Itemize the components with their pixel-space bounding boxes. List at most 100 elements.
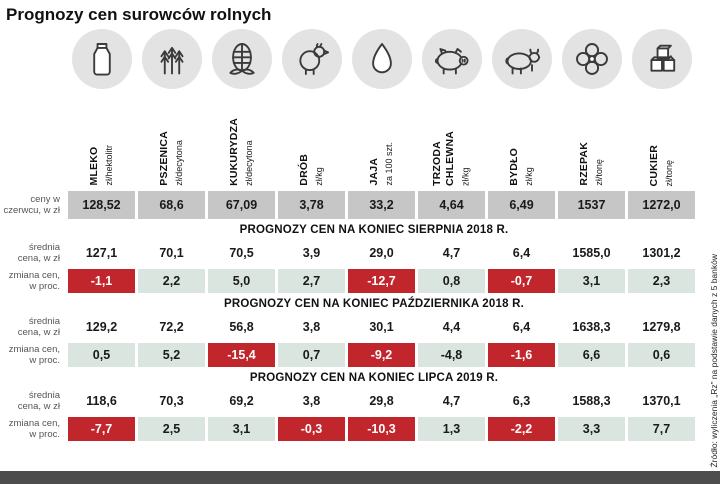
change-cell: 1,3 [418,417,485,441]
egg-icon [371,43,392,74]
row-label-price: średnia cena, w zł [17,315,60,338]
commodity-name: CUKIER [648,144,661,186]
section-header-october: PROGNOZY CEN NA KONIEC PAŹDZIERNIKA 2018… [224,298,524,310]
price-cell: 70,1 [138,241,205,265]
june-price-cell: 6,49 [488,191,555,219]
commodity-name: KUKURYDZA [228,118,241,186]
price-cell: 29,0 [348,241,415,265]
icon-circle [631,29,692,89]
commodity-name: TRZODA CHLEWNA [431,130,457,186]
price-cell: 1279,8 [628,315,695,339]
june-price-cell: 128,52 [68,191,135,219]
june-price-cell: 1537 [558,191,625,219]
column-header: CUKIER zł/tonę [628,29,695,186]
price-cell: 70,5 [208,241,275,265]
row-label-change: zmiana cen, w proc. [8,343,60,366]
change-row-august: zmiana cen, w proc. -1,1 2,2 5,0 2,7 -12,7 0,… [3,269,695,293]
commodity-name: JAJA [368,158,381,186]
price-cell: 30,1 [348,315,415,339]
change-cell: 0,8 [418,269,485,293]
price-cell: 70,3 [138,389,205,413]
price-cell: 1638,3 [558,315,625,339]
change-row-july2019: zmiana cen, w proc. -7,7 2,5 3,1 -0,3 -10,3 1… [3,417,695,441]
june-price-cell: 3,78 [278,191,345,219]
commodity-unit: za 100 szt. [384,142,395,186]
june-price-cell: 33,2 [348,191,415,219]
source-note: Źródło: wyliczenia „Rz” na podstawie dan… [709,254,719,468]
commodity-name: BYDŁO [508,148,521,186]
icon-circle [421,29,482,89]
price-row-august: średnia cena, w zł 127,1 70,1 70,5 3,9 29,0 4… [3,241,695,265]
icon-circle [561,29,622,89]
change-cell: -4,8 [418,343,485,367]
icon-circle [71,29,132,89]
column-header: DRÓB zł/kg [278,29,345,186]
section-header-july2019: PROGNOZY CEN NA KONIEC LIPCA 2019 R. [249,372,499,384]
icon-circle [281,29,342,89]
commodity-unit: zł/decytona [174,140,185,186]
price-cell: 72,2 [138,315,205,339]
change-cell: 6,6 [558,343,625,367]
change-cell: -9,2 [348,343,415,367]
price-cell: 6,3 [488,389,555,413]
forecast-table: MLEKO zł/hektolitr PSZENICA zł/decytona KUKU… [3,29,695,441]
price-row-july2019: średnia cena, w zł 118,6 70,3 69,2 3,8 29,8 4… [3,389,695,413]
price-cell: 56,8 [208,315,275,339]
rapeseed-flower-icon [575,43,608,75]
price-cell: 1588,3 [558,389,625,413]
change-cell: 5,2 [138,343,205,367]
commodity-name: PSZENICA [158,131,171,186]
pig-icon [434,48,468,75]
change-cell: 0,7 [278,343,345,367]
section-header-august: PROGNOZY CEN NA KONIEC SIERPNIA 2018 R. [239,224,509,236]
column-header: JAJA za 100 szt. [348,29,415,186]
price-cell: 69,2 [208,389,275,413]
change-cell: -12,7 [348,269,415,293]
change-cell: 7,7 [628,417,695,441]
price-cell: 1585,0 [558,241,625,265]
change-cell: -7,7 [68,417,135,441]
price-cell: 1301,2 [628,241,695,265]
price-cell: 129,2 [68,315,135,339]
column-header: TRZODA CHLEWNA zł/kg [418,29,485,186]
price-cell: 3,8 [278,389,345,413]
row-label-price: średnia cena, w zł [17,241,60,264]
icon-circle [491,29,552,89]
june-price-cell: 4,64 [418,191,485,219]
price-cell: 29,8 [348,389,415,413]
wheat-icon [160,46,183,75]
change-cell: -15,4 [208,343,275,367]
price-cell: 127,1 [68,241,135,265]
change-cell: 2,3 [628,269,695,293]
commodity-unit: zł/decytona [244,140,255,186]
column-header: MLEKO zł/hektolitr [68,29,135,186]
row-label-price: średnia cena, w zł [17,389,60,412]
change-cell: -2,2 [488,417,555,441]
change-cell: -1,1 [68,269,135,293]
price-cell: 1370,1 [628,389,695,413]
change-cell: 3,1 [558,269,625,293]
page-title: Prognozy cen surowców rolnych [6,5,272,24]
change-cell: 2,2 [138,269,205,293]
icon-circle [351,29,412,89]
price-cell: 118,6 [68,389,135,413]
commodity-unit: zł/kg [524,167,535,186]
change-cell: -0,3 [278,417,345,441]
icon-circle [141,29,202,89]
price-cell: 4,4 [418,315,485,339]
change-cell: 0,5 [68,343,135,367]
price-cell: 4,7 [418,389,485,413]
commodity-name: RZEPAK [578,142,591,186]
change-cell: -1,6 [488,343,555,367]
column-header: RZEPAK zł/tonę [558,29,625,186]
june-price-row: ceny w czerwcu, w zł 128,52 68,6 67,09 3,78… [3,191,695,219]
corn-icon [228,43,255,75]
change-cell: 5,0 [208,269,275,293]
price-cell: 6,4 [488,315,555,339]
price-row-october: średnia cena, w zł 129,2 72,2 56,8 3,8 30,1 4… [3,315,695,339]
milk-bottle-icon [92,43,111,76]
change-cell: 3,3 [558,417,625,441]
price-cell: 3,9 [278,241,345,265]
row-label-june: ceny w czerwcu, w zł [3,193,60,216]
